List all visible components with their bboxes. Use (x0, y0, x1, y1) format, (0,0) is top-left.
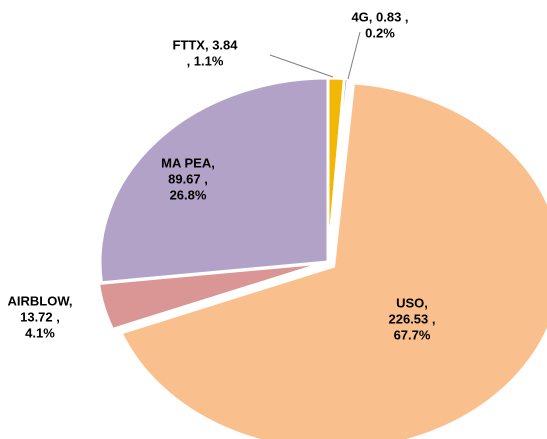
data-label: USO, (396, 295, 428, 310)
data-label: AIRBLOW, (8, 293, 73, 308)
data-label: 4.1% (25, 325, 55, 340)
data-label: 0.2% (365, 25, 395, 40)
pie-slice (98, 76, 330, 285)
pie-slice (118, 81, 547, 439)
data-label: FTTX, 3.84 (172, 37, 238, 52)
data-label: 226.53 , (389, 311, 436, 326)
data-label: , 1.1% (187, 53, 224, 68)
leader-line (269, 54, 334, 78)
leader-line (347, 31, 361, 80)
data-label: 13.72 , (20, 309, 60, 324)
data-label: 89.67 , (168, 171, 208, 186)
data-label: MA PEA, (161, 155, 215, 170)
pie-slice (96, 261, 326, 332)
data-label: 4G, 0.83 , (351, 9, 408, 24)
data-label: 67.7% (394, 327, 431, 342)
data-label: 26.8% (170, 187, 207, 202)
